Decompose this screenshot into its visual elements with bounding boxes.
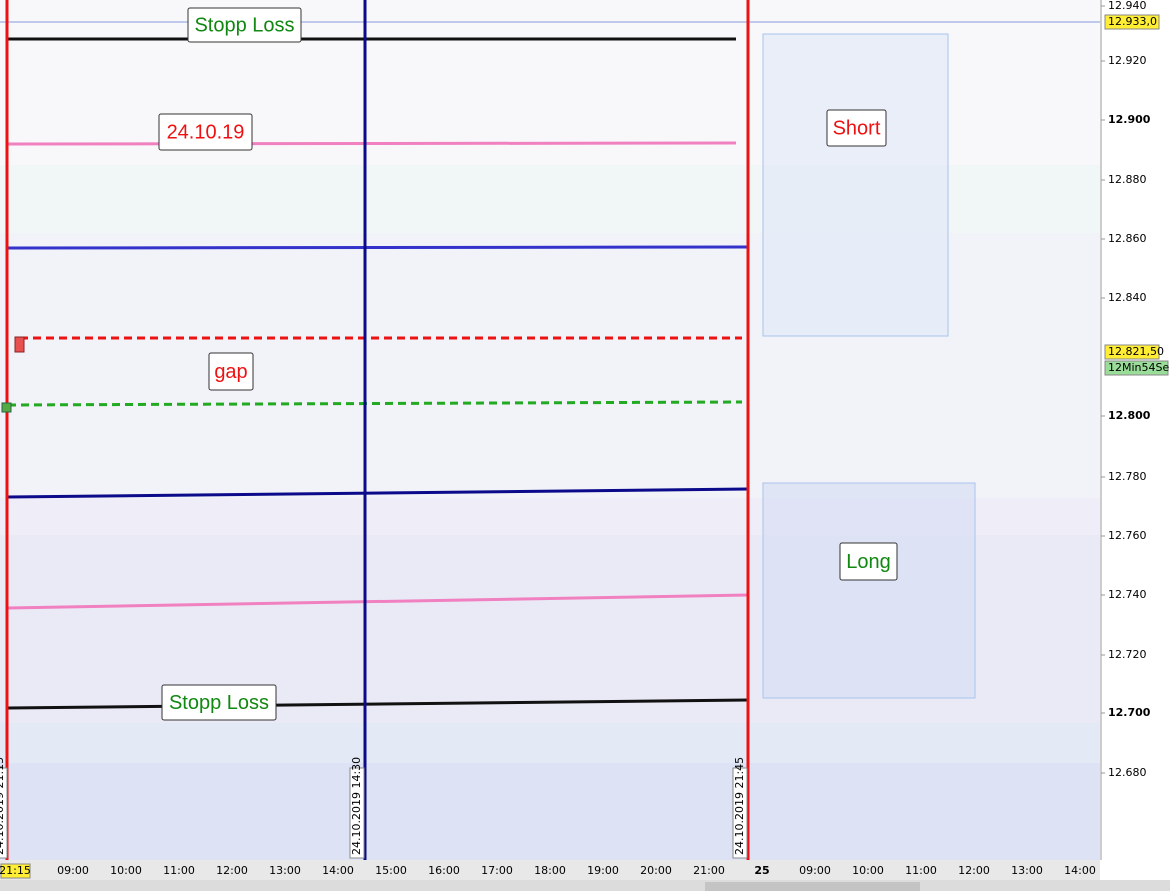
y-tick-label: 12.880 [1108,173,1147,186]
annotation: gap [214,361,247,383]
x-tick-label: 09:00 [799,864,831,877]
price-marker [1104,14,1160,30]
x-tick-label: 17:00 [481,864,513,877]
x-tick-label: 18:00 [534,864,566,877]
x-tick-label: 11:00 [163,864,195,877]
annotation-box [839,542,898,581]
level-line [7,593,749,610]
annotation-box [158,113,253,151]
x-tick-label: 25 [754,864,769,877]
vertical-label: 24.10.2019 21:45 [732,757,748,859]
short-zone [762,33,949,337]
x-tick-label: 10:00 [852,864,884,877]
label-box [349,767,365,859]
x-tick-label: 11:00 [905,864,937,877]
x-tick-label: 14:00 [322,864,354,877]
time-marker [0,863,31,879]
y-tick-label: 12.800 [1108,409,1151,422]
level-line [7,245,749,250]
annotation-box [161,684,277,721]
price-marker-label: 12Min54Sek [1108,361,1170,374]
x-tick-label: 12:00 [958,864,990,877]
candle [14,336,25,353]
price-marker-label: 12.821,50 [1108,345,1164,358]
x-tick-label: 12:00 [216,864,248,877]
y-tick-label: 12.900 [1108,113,1151,126]
annotation: Long [846,551,891,573]
x-tick-label: 10:00 [110,864,142,877]
y-tick-label: 12.740 [1108,588,1147,601]
annotation-box [187,7,302,43]
y-tick-label: 12.760 [1108,529,1147,542]
x-tick-label: 14:00 [1064,864,1096,877]
x-tick-label: 21:15 [0,864,31,877]
annotation-box [826,109,887,147]
x-tick-label: 20:00 [640,864,672,877]
annotation: Stopp Loss [169,692,269,714]
candle [1,402,12,413]
x-tick-label: 21:00 [693,864,725,877]
scroll-thumb[interactable] [705,882,920,891]
vertical-label-text: 24.10.2019 21:15 [0,757,6,855]
long-zone [762,482,976,699]
y-tick-label: 12.920 [1108,54,1147,67]
y-tick-label: 12.720 [1108,648,1147,661]
annotation: Stopp Loss [194,14,294,36]
y-tick-label: 12.940 [1108,0,1147,12]
annotation: 24.10.19 [167,121,245,143]
level-line [7,487,749,499]
vertical-label-text: 24.10.2019 14:30 [350,757,363,855]
price-marker [1104,344,1160,360]
vertical-label: 24.10.2019 14:30 [349,757,365,859]
band [0,763,1100,860]
band [0,723,1100,763]
gap-line [7,400,743,407]
scrollbar[interactable] [0,880,1170,891]
vertical-label-text: 24.10.2019 21:45 [733,757,746,855]
x-tick-label: 16:00 [428,864,460,877]
label-box [732,767,748,859]
label-box [0,767,8,859]
price-marker-label: 12.933,0 [1108,15,1157,28]
x-tick-label: 09:00 [57,864,89,877]
annotation: Short [833,117,881,139]
x-tick-label: 13:00 [269,864,301,877]
y-tick-label: 12.840 [1108,291,1147,304]
y-tick-label: 12.680 [1108,766,1147,779]
x-tick-label: 15:00 [375,864,407,877]
stop-line [7,698,749,710]
price-marker [1104,360,1169,376]
y-tick-label: 12.780 [1108,470,1147,483]
y-tick-label: 12.860 [1108,232,1147,245]
level-line [7,141,737,146]
vertical-label: 24.10.2019 21:15 [0,757,8,859]
annotation-box [208,352,254,391]
x-tick-label: 13:00 [1011,864,1043,877]
y-tick-label: 12.700 [1108,706,1151,719]
price-axis [1100,0,1170,891]
x-tick-label: 19:00 [587,864,619,877]
